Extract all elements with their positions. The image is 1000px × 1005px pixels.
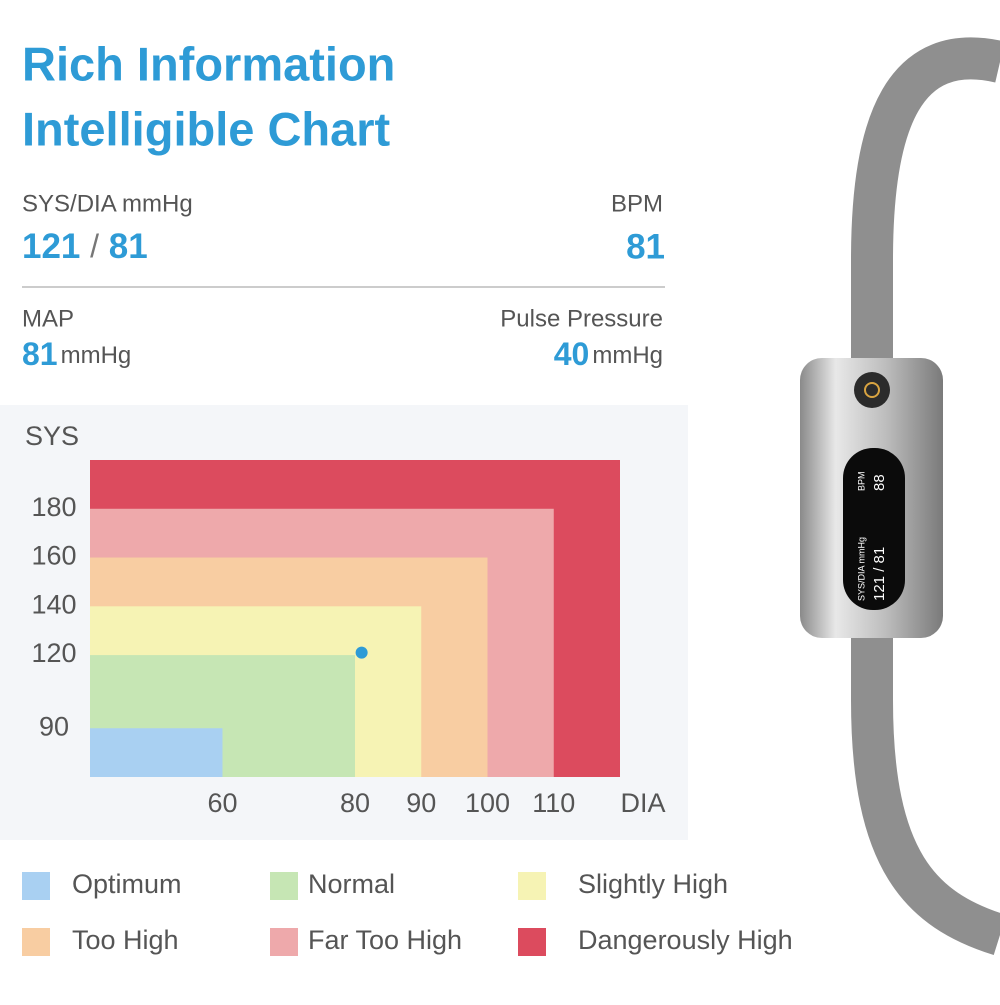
legend-label: Far Too High (308, 925, 462, 955)
separator: / (90, 228, 99, 264)
title: Rich Information (22, 37, 395, 90)
legend-label: Slightly High (578, 869, 728, 899)
reading-label: MAP (22, 305, 74, 332)
reading-label: BPM (611, 190, 663, 217)
x-tick-label: 80 (340, 788, 370, 818)
power-button[interactable] (854, 372, 890, 408)
y-axis-title: SYS (25, 421, 79, 451)
legend-swatch (270, 928, 298, 956)
reading-value: 121 / 81 (22, 227, 148, 266)
legend-swatch (518, 928, 546, 956)
reading-label: SYS/DIA mmHg (22, 190, 193, 217)
pp-value: 40 (554, 336, 590, 372)
reading-point (355, 646, 368, 659)
y-tick-label: 120 (31, 638, 76, 668)
x-tick-label: 110 (532, 788, 575, 818)
sys-value: 121 (22, 227, 80, 266)
y-tick-label: 160 (31, 541, 76, 571)
unit: mmHg (61, 342, 132, 369)
y-tick-label: 90 (39, 711, 69, 741)
device-screen (843, 448, 905, 610)
legend-swatch (518, 872, 546, 900)
screen-label: SYS/DIA mmHg (856, 537, 866, 601)
reading-label: Pulse Pressure (500, 305, 663, 332)
x-tick-label: 100 (465, 788, 510, 818)
screen-label: BPM (856, 471, 866, 491)
cuff-tube (851, 37, 1000, 956)
legend-label: Optimum (72, 869, 182, 899)
dia-value: 81 (109, 227, 148, 266)
unit: mmHg (592, 342, 663, 369)
power-icon (864, 382, 880, 398)
screen-text: SYS/DIA mmHg 121 / 81 BPM 88 (856, 471, 888, 601)
screen-value: 88 (871, 474, 888, 491)
reading-value: 81 mmHg (22, 336, 131, 372)
legend-swatch (270, 872, 298, 900)
reading-value: 81 (626, 227, 665, 266)
screen-value: 121 / 81 (871, 547, 888, 601)
zone (90, 728, 223, 777)
y-tick-label: 180 (31, 492, 76, 522)
reading-value: 40 mmHg (554, 336, 663, 372)
title: Intelligible Chart (22, 102, 391, 155)
legend: Optimum Normal Slightly High Too High Far To… (22, 869, 793, 956)
legend-label: Normal (308, 869, 395, 899)
x-axis-title: DIA (620, 788, 665, 818)
legend-label: Too High (72, 925, 179, 955)
legend-label: Dangerously High (578, 925, 793, 955)
map-value: 81 (22, 336, 58, 372)
legend-swatch (22, 872, 50, 900)
chart: 90 120 140 160 180 60 80 90 100 110 SYS DIA (25, 421, 666, 818)
x-tick-label: 60 (207, 788, 237, 818)
y-tick-label: 140 (31, 589, 76, 619)
legend-swatch (22, 928, 50, 956)
x-tick-label: 90 (406, 788, 436, 818)
